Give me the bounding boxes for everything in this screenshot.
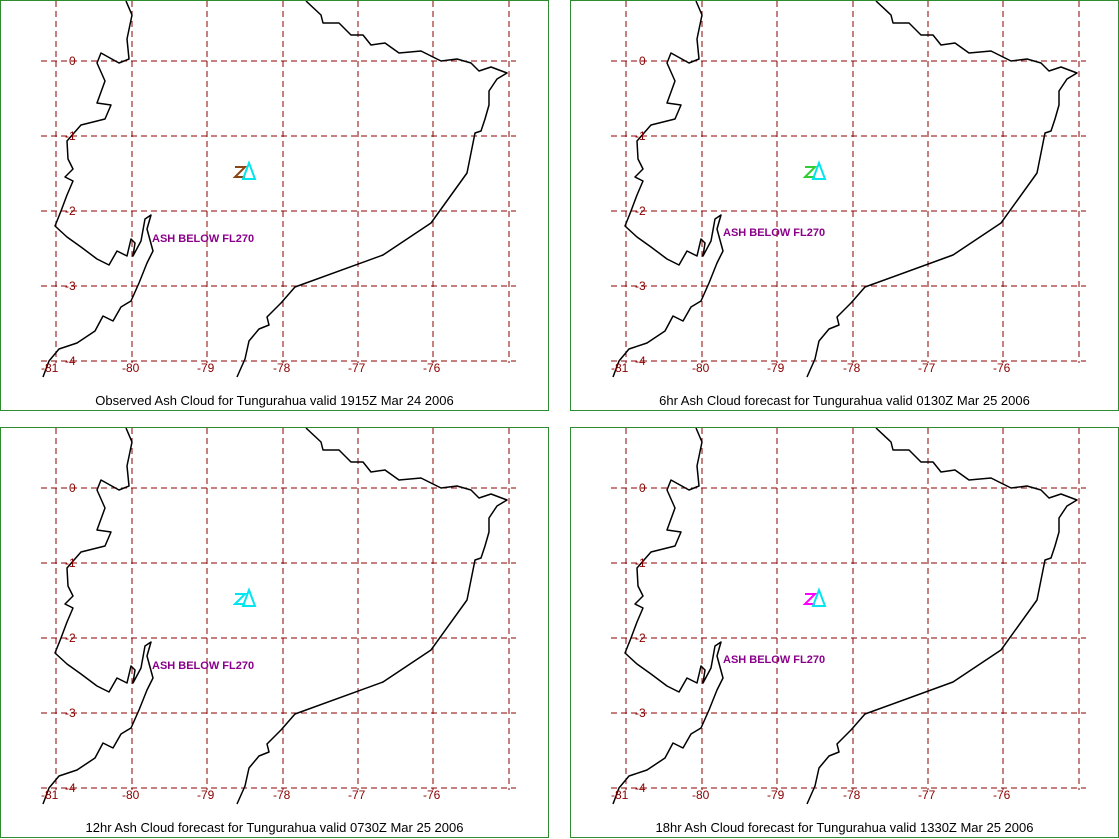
lon-tick-label: -81 (41, 361, 59, 375)
lon-tick-label: -77 (918, 788, 936, 802)
coastline-west (42, 428, 154, 805)
lon-tick-label: -77 (918, 361, 936, 375)
lon-tick-label: -79 (197, 361, 215, 375)
lat-tick-label: -1 (65, 556, 76, 570)
lon-tick-label: -80 (122, 361, 140, 375)
lon-tick-label: -78 (843, 361, 861, 375)
lon-tick-label: -78 (273, 788, 291, 802)
graticule (611, 1, 1086, 363)
lon-tick-label: -77 (348, 788, 366, 802)
panel-caption: Observed Ash Cloud for Tungurahua valid … (95, 393, 454, 408)
lat-tick-label: -3 (65, 279, 76, 293)
lat-tick-label: 0 (639, 481, 646, 495)
lat-tick-label: -4 (65, 781, 76, 795)
graticule (611, 428, 1086, 790)
lat-tick-label: -2 (65, 204, 76, 218)
lon-tick-label: -76 (993, 361, 1011, 375)
panel-caption: 6hr Ash Cloud forecast for Tungurahua va… (659, 393, 1030, 408)
map-canvas: 0 -1 -2 -3 -4 -81 -80 -79 -78 -77 -76 ASH BELOW FL2… (611, 428, 1086, 805)
lon-tick-label: -76 (423, 361, 441, 375)
lon-tick-label: -78 (273, 361, 291, 375)
coastline-west (42, 1, 154, 378)
lat-tick-label: 0 (69, 481, 76, 495)
ash-level-label: ASH BELOW FL270 (152, 233, 254, 245)
ash-cloud-polygon (802, 160, 827, 180)
lat-tick-label: -1 (65, 129, 76, 143)
ash-cloud-polygon (232, 587, 257, 607)
border-line-east (236, 428, 508, 805)
lon-tick-label: -79 (767, 361, 785, 375)
lat-tick-label: -3 (65, 706, 76, 720)
ash-map-panel-12hr: 0 -1 -2 -3 -4 -81 -80 -79 -78 -77 -76 ASH BELOW FL2… (0, 427, 549, 838)
ash-level-label: ASH BELOW FL270 (723, 227, 825, 239)
lon-tick-label: -81 (611, 788, 629, 802)
ash-map-panel-observed: 0 -1 -2 -3 -4 -81 -80 -79 -78 -77 -76 ASH BELOW FL2… (0, 0, 549, 411)
graticule (41, 428, 516, 790)
lon-tick-label: -80 (692, 361, 710, 375)
panel-caption: 18hr Ash Cloud forecast for Tungurahua v… (655, 820, 1034, 835)
lon-tick-label: -81 (41, 788, 59, 802)
border-line-east (236, 1, 508, 378)
border-line-east (806, 428, 1078, 805)
map-canvas: 0 -1 -2 -3 -4 -81 -80 -79 -78 -77 -76 ASH BELOW FL2… (41, 1, 516, 378)
lat-tick-label: -1 (635, 129, 646, 143)
lon-tick-label: -80 (122, 788, 140, 802)
map-canvas: 0 -1 -2 -3 -4 -81 -80 -79 -78 -77 -76 ASH BELOW FL2… (611, 1, 1086, 378)
lon-tick-label: -79 (197, 788, 215, 802)
lon-tick-label: -81 (611, 361, 629, 375)
lat-tick-label: -3 (635, 279, 646, 293)
ash-cloud-polygon (802, 587, 827, 607)
coastline-west (612, 428, 724, 805)
coastline-west (612, 1, 724, 378)
lon-tick-label: -76 (423, 788, 441, 802)
lat-tick-label: -1 (635, 556, 646, 570)
lon-tick-label: -78 (843, 788, 861, 802)
ash-level-label: ASH BELOW FL270 (152, 660, 254, 672)
lat-tick-label: -2 (635, 631, 646, 645)
ash-cloud-polygon (232, 160, 257, 180)
ash-map-panel-6hr: 0 -1 -2 -3 -4 -81 -80 -79 -78 -77 -76 ASH BELOW FL2… (570, 0, 1119, 411)
lat-tick-label: -2 (635, 204, 646, 218)
lat-tick-label: -4 (635, 781, 646, 795)
border-line-east (806, 1, 1078, 378)
lat-tick-label: 0 (639, 54, 646, 68)
lat-tick-label: -3 (635, 706, 646, 720)
ash-map-panel-18hr: 0 -1 -2 -3 -4 -81 -80 -79 -78 -77 -76 ASH BELOW FL2… (570, 427, 1119, 838)
lon-tick-label: -76 (993, 788, 1011, 802)
lat-tick-label: 0 (69, 54, 76, 68)
lon-tick-label: -77 (348, 361, 366, 375)
panel-caption: 12hr Ash Cloud forecast for Tungurahua v… (85, 820, 464, 835)
ash-level-label: ASH BELOW FL270 (723, 654, 825, 666)
lon-tick-label: -79 (767, 788, 785, 802)
graticule (41, 1, 516, 363)
map-canvas: 0 -1 -2 -3 -4 -81 -80 -79 -78 -77 -76 ASH BELOW FL2… (41, 428, 516, 805)
lat-tick-label: -4 (65, 354, 76, 368)
lat-tick-label: -4 (635, 354, 646, 368)
lat-tick-label: -2 (65, 631, 76, 645)
lon-tick-label: -80 (692, 788, 710, 802)
